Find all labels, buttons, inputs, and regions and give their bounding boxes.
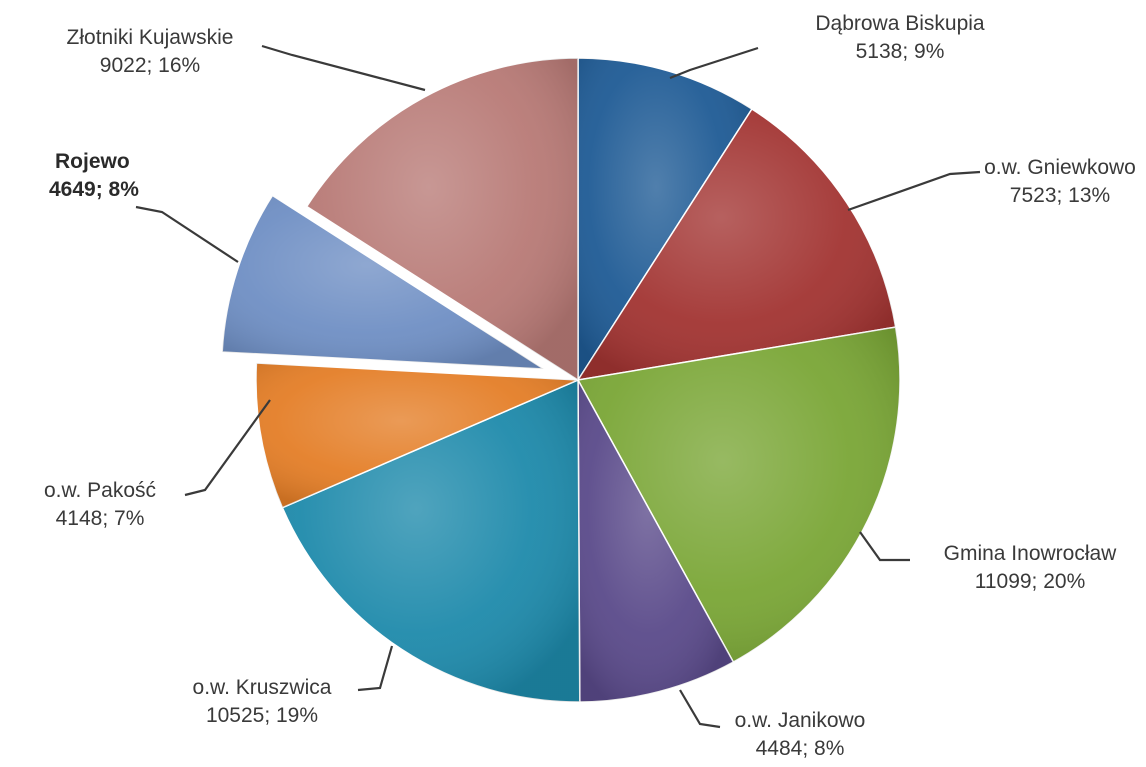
- slice-value-label-6: 4148; 7%: [56, 507, 145, 530]
- slice-name-label-3: Gmina Inowrocław: [944, 542, 1118, 565]
- pie-slice-shading-6: [255, 362, 578, 508]
- leader-line-4: [679, 689, 721, 729]
- slice-name-label-1: Dąbrowa Biskupia: [815, 12, 985, 35]
- slice-name-label-8: Złotniki Kujawskie: [67, 26, 234, 49]
- pie-slice-shading-8: [306, 58, 578, 380]
- slice-name-label-5: o.w. Kruszwica: [193, 676, 332, 699]
- leader-line-6: [184, 399, 271, 497]
- slice-name-label-4: o.w. Janikowo: [735, 709, 866, 732]
- leader-line-1: [669, 46, 759, 80]
- slice-name-label-2: o.w. Gniewkowo: [984, 156, 1136, 179]
- slice-value-label-4: 4484; 8%: [756, 737, 845, 760]
- leader-lines: [135, 44, 981, 729]
- slice-value-label-7: 4649; 8%: [49, 178, 139, 201]
- leader-line-2: [847, 170, 981, 212]
- slice-name-label-6: o.w. Pakość: [44, 479, 156, 502]
- leader-line-3: [859, 531, 910, 562]
- slice-value-label-3: 11099; 20%: [975, 570, 1086, 593]
- slice-value-label-2: 7523; 13%: [1010, 184, 1110, 207]
- pie-slices: [221, 57, 901, 703]
- pie-slice-shading-3: [578, 327, 900, 663]
- leader-line-8: [261, 44, 426, 92]
- slice-value-label-8: 9022; 16%: [100, 54, 200, 77]
- pie-slice-shading-1: [578, 58, 752, 380]
- pie-slice-shading-5: [282, 380, 580, 702]
- pie-slice-shading-4: [578, 380, 734, 702]
- pie-slice-shading-7: [222, 195, 544, 369]
- leader-line-7: [135, 205, 239, 263]
- slice-name-label-7: Rojewo: [55, 150, 130, 173]
- slice-value-label-1: 5138; 9%: [856, 40, 945, 63]
- slice-value-label-5: 10525; 19%: [206, 704, 318, 727]
- leader-line-5: [357, 645, 394, 692]
- pie-slice-shading-2: [578, 108, 896, 381]
- slice-labels: Dąbrowa Biskupia 5138; 9% o.w. Gniewkowo 75…: [44, 12, 1136, 760]
